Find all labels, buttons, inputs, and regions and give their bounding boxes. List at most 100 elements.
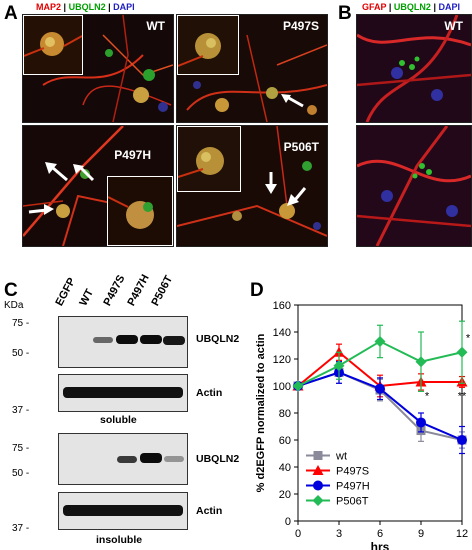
- y-axis-label: % d2EGFP normalized to actin: [255, 333, 267, 492]
- legend-label: P506T: [336, 496, 369, 508]
- band: [63, 387, 183, 398]
- kda-label: KDa: [4, 300, 24, 311]
- blot-soluble-ubqln2: [58, 316, 188, 368]
- arrow-icon: [28, 204, 54, 215]
- label-wt: WT: [146, 19, 165, 33]
- micrograph-a-p497h: P497H: [22, 125, 174, 247]
- micrograph-a-p497s-inset: [177, 15, 239, 75]
- data-point: [416, 417, 426, 428]
- data-point: [375, 383, 385, 394]
- marker-50: 50 -: [12, 468, 30, 479]
- y-tick-label: 140: [273, 327, 291, 339]
- marker-37: 37 -: [12, 523, 30, 534]
- data-point: [292, 380, 304, 392]
- micrograph-a-p497s: P497S: [176, 14, 328, 123]
- legend-marker: [313, 451, 323, 460]
- marker-75: 75 -: [12, 318, 30, 329]
- blot-insoluble-ubqln2: [58, 433, 188, 485]
- y-tick-label: 160: [273, 300, 291, 312]
- legend-gfap: GFAP: [362, 2, 387, 12]
- micrograph-a-wt-inset: [23, 15, 83, 75]
- micrograph-a-p497h-inset: [107, 176, 173, 246]
- legend-marker: [312, 495, 324, 506]
- band: [116, 335, 138, 344]
- lane-label-wt: WT: [77, 287, 97, 308]
- marker-37: 37 -: [12, 405, 30, 416]
- panel-b-legend: GFAP | UBQLN2 | DAPI: [362, 2, 460, 12]
- band: [164, 456, 184, 462]
- label-ubqln2-soluble: UBQLN2: [196, 333, 240, 345]
- micrograph-a-p506t-inset: [177, 126, 241, 192]
- label-ubqln2-insoluble: UBQLN2: [196, 453, 240, 465]
- label-p497s: P497S: [282, 19, 319, 33]
- label-p497h: P497H: [114, 148, 151, 162]
- y-tick-label: 20: [279, 489, 291, 501]
- significance-mark: *: [425, 391, 430, 403]
- arrow-icon: [265, 172, 277, 194]
- legend-ubqln2: UBQLN2: [68, 2, 106, 12]
- y-tick-label: 40: [279, 462, 291, 474]
- y-tick-label: 100: [273, 381, 291, 393]
- legend-sep: |: [433, 2, 436, 12]
- arrow-icon: [287, 187, 307, 206]
- blot-soluble-actin: [58, 374, 188, 412]
- legend-map2: MAP2: [36, 2, 62, 12]
- lane-label-egfp: EGFP: [53, 275, 79, 308]
- data-point: [415, 356, 427, 368]
- label-insoluble: insoluble: [96, 534, 143, 546]
- panel-c-letter: C: [4, 280, 18, 301]
- x-axis-label: hrs: [371, 540, 390, 550]
- band: [140, 453, 162, 463]
- label-p506t: P506T: [283, 140, 319, 154]
- band: [117, 456, 137, 463]
- micrograph-b-mutant: [356, 125, 472, 247]
- data-point: [456, 346, 468, 358]
- band: [93, 337, 113, 343]
- arrow-icon: [281, 94, 304, 108]
- legend-dapi: DAPI: [438, 2, 460, 12]
- chart-d2egfp: 0 20 40 60 80 100 120 140 160 0 3 6 9 12 hrs % d2EGFP n…: [255, 300, 470, 550]
- arrow-icon: [73, 164, 95, 182]
- data-point: [374, 335, 386, 347]
- band: [63, 505, 183, 516]
- data-point: [333, 360, 345, 372]
- panel-d-letter: D: [250, 280, 264, 301]
- marker-75: 75 -: [12, 443, 30, 454]
- x-tick-label: 3: [336, 528, 342, 540]
- arrow-icon: [45, 162, 68, 182]
- label-soluble: soluble: [100, 414, 137, 426]
- blot-insoluble-actin: [58, 492, 188, 530]
- legend-label: wt: [335, 451, 347, 463]
- panel-b-letter: B: [338, 3, 352, 24]
- y-tick-label: 80: [279, 408, 291, 420]
- micrograph-b-wt: WT: [356, 14, 472, 123]
- legend-sep: |: [388, 2, 392, 12]
- y-tick-label: 60: [279, 435, 291, 447]
- legend-marker: [313, 480, 323, 491]
- y-tick-label: 120: [273, 354, 291, 366]
- y-tick-label: 0: [285, 516, 291, 528]
- legend-label: P497S: [336, 466, 369, 478]
- panel-a-legend: MAP2 | UBQLN2 | DAPI: [36, 2, 135, 12]
- significance-mark: **: [458, 391, 467, 403]
- micrograph-a-wt: WT: [22, 14, 174, 123]
- significance-mark: *: [466, 332, 470, 344]
- legend-label: P497H: [336, 481, 370, 493]
- band: [163, 336, 185, 345]
- x-tick-label: 12: [456, 528, 468, 540]
- legend-sep: |: [63, 2, 67, 12]
- legend-ubqln2: UBQLN2: [393, 2, 431, 12]
- lane-label-p497s: P497S: [101, 273, 128, 308]
- lane-label-p506t: P506T: [149, 273, 176, 308]
- x-tick-label: 9: [418, 528, 424, 540]
- marker-50: 50 -: [12, 348, 30, 359]
- band: [140, 335, 162, 344]
- legend-sep: |: [108, 2, 111, 12]
- x-tick-label: 0: [295, 528, 301, 540]
- label-actin-insoluble: Actin: [196, 505, 223, 517]
- legend-marker: [312, 465, 324, 475]
- micrograph-a-p506t: P506T: [176, 125, 328, 247]
- legend-dapi: DAPI: [113, 2, 135, 12]
- lane-label-p497h: P497H: [125, 272, 152, 308]
- x-tick-label: 6: [377, 528, 383, 540]
